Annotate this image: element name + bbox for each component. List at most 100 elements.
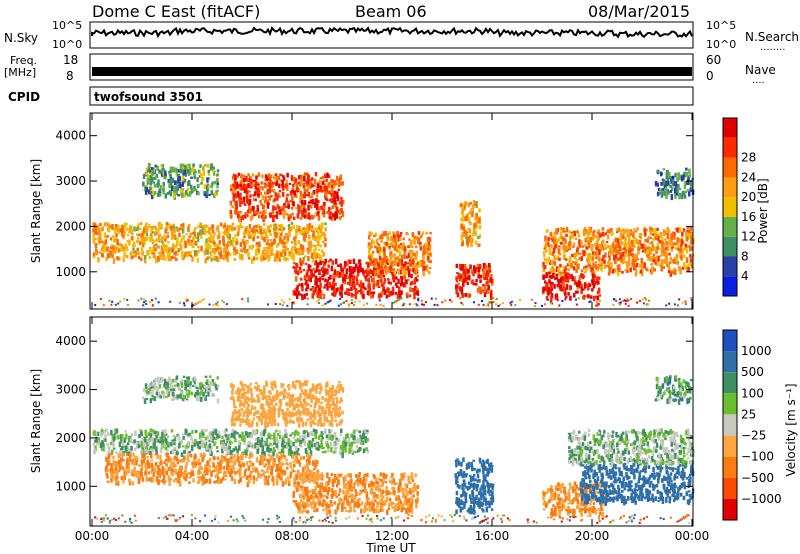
echo-cell	[163, 471, 167, 474]
echo-cell	[344, 444, 347, 450]
echo-cell	[339, 263, 342, 268]
echo-cell	[396, 249, 399, 253]
echo-cell	[172, 225, 175, 232]
echo-cell	[414, 263, 417, 267]
echo-cell	[266, 225, 270, 228]
echo-cell	[148, 223, 151, 228]
echo-cell	[307, 241, 311, 246]
echo-cell	[644, 249, 647, 255]
echo-cell	[592, 274, 595, 277]
echo-cell	[289, 439, 293, 443]
echo-cell	[260, 181, 263, 185]
echo-cell	[178, 442, 181, 449]
echo-cell	[118, 465, 122, 470]
echo-cell	[331, 292, 334, 296]
echo-cell	[398, 258, 402, 263]
echo-cell	[245, 192, 249, 198]
echo-cell	[403, 284, 407, 288]
echo-cell	[336, 264, 340, 267]
echo-cell	[155, 476, 159, 482]
echo-cell	[203, 454, 207, 457]
echo-cell	[176, 185, 180, 191]
echo-cell	[465, 279, 468, 282]
echo-cell	[459, 276, 462, 282]
echo-cell	[326, 437, 330, 441]
echo-cell	[216, 301, 219, 304]
echo-cell	[257, 224, 260, 229]
echo-cell	[580, 273, 584, 276]
echo-cell	[202, 454, 205, 460]
echo-cell	[485, 289, 489, 294]
echo-cell	[273, 257, 277, 262]
echo-cell	[625, 261, 628, 265]
echo-cell	[311, 227, 314, 231]
echo-cell	[629, 267, 632, 273]
echo-cell	[296, 264, 299, 269]
echo-cell	[211, 224, 215, 229]
echo-cell	[276, 227, 280, 230]
echo-cell	[173, 252, 176, 256]
echo-cell	[326, 443, 330, 447]
echo-cell	[388, 245, 391, 249]
echo-cell	[395, 245, 398, 249]
echo-cell	[306, 223, 309, 230]
echo-cell	[350, 299, 353, 302]
echo-cell	[634, 271, 638, 277]
echo-cell	[196, 235, 200, 242]
echo-cell	[425, 249, 429, 255]
echo-cell	[479, 274, 483, 279]
echo-cell	[420, 262, 423, 267]
echo-cell	[577, 263, 580, 270]
echo-cell	[230, 441, 234, 444]
echo-cell	[264, 192, 268, 196]
echo-cell	[192, 464, 195, 468]
echo-cell	[164, 446, 168, 451]
echo-cell	[277, 175, 280, 180]
echo-cell	[586, 230, 589, 236]
echo-cell	[283, 241, 287, 245]
echo-cell	[241, 226, 244, 229]
echo-cell	[198, 464, 202, 469]
echo-cell	[621, 235, 625, 239]
echo-cell	[251, 462, 255, 466]
echo-cell	[618, 264, 621, 269]
echo-cell	[669, 261, 672, 264]
echo-cell	[334, 202, 337, 208]
echo-cell	[316, 183, 320, 189]
echo-cell	[317, 262, 320, 268]
echo-cell	[128, 481, 132, 486]
echo-cell	[690, 232, 693, 236]
echo-cell	[329, 429, 333, 433]
echo-cell	[183, 169, 187, 174]
echo-cell	[370, 232, 374, 235]
echo-cell	[261, 252, 264, 255]
echo-cell	[110, 463, 113, 467]
echo-cell	[613, 254, 616, 261]
echo-cell	[669, 176, 673, 182]
echo-cell	[376, 262, 380, 266]
echo-cell	[598, 299, 601, 302]
echo-cell	[330, 284, 334, 291]
echo-cell	[304, 447, 308, 454]
echo-cell	[356, 266, 360, 273]
echo-cell	[126, 298, 129, 301]
echo-cell	[621, 257, 624, 261]
echo-cell	[312, 233, 315, 239]
echo-cell	[214, 437, 218, 441]
cpid-label: CPID	[8, 90, 40, 104]
echo-cell	[175, 456, 179, 462]
echo-cell	[679, 229, 682, 233]
echo-cell	[287, 450, 291, 456]
echo-cell	[246, 481, 249, 488]
echo-cell	[298, 227, 301, 232]
echo-cell	[241, 454, 244, 460]
echo-cell	[145, 167, 149, 171]
echo-cell	[224, 245, 227, 252]
echo-cell	[631, 259, 634, 266]
echo-cell	[141, 453, 144, 458]
echo-cell	[278, 430, 281, 434]
echo-cell	[289, 471, 293, 478]
echo-cell	[369, 275, 373, 278]
echo-cell	[193, 443, 197, 447]
echo-cell	[271, 444, 274, 447]
